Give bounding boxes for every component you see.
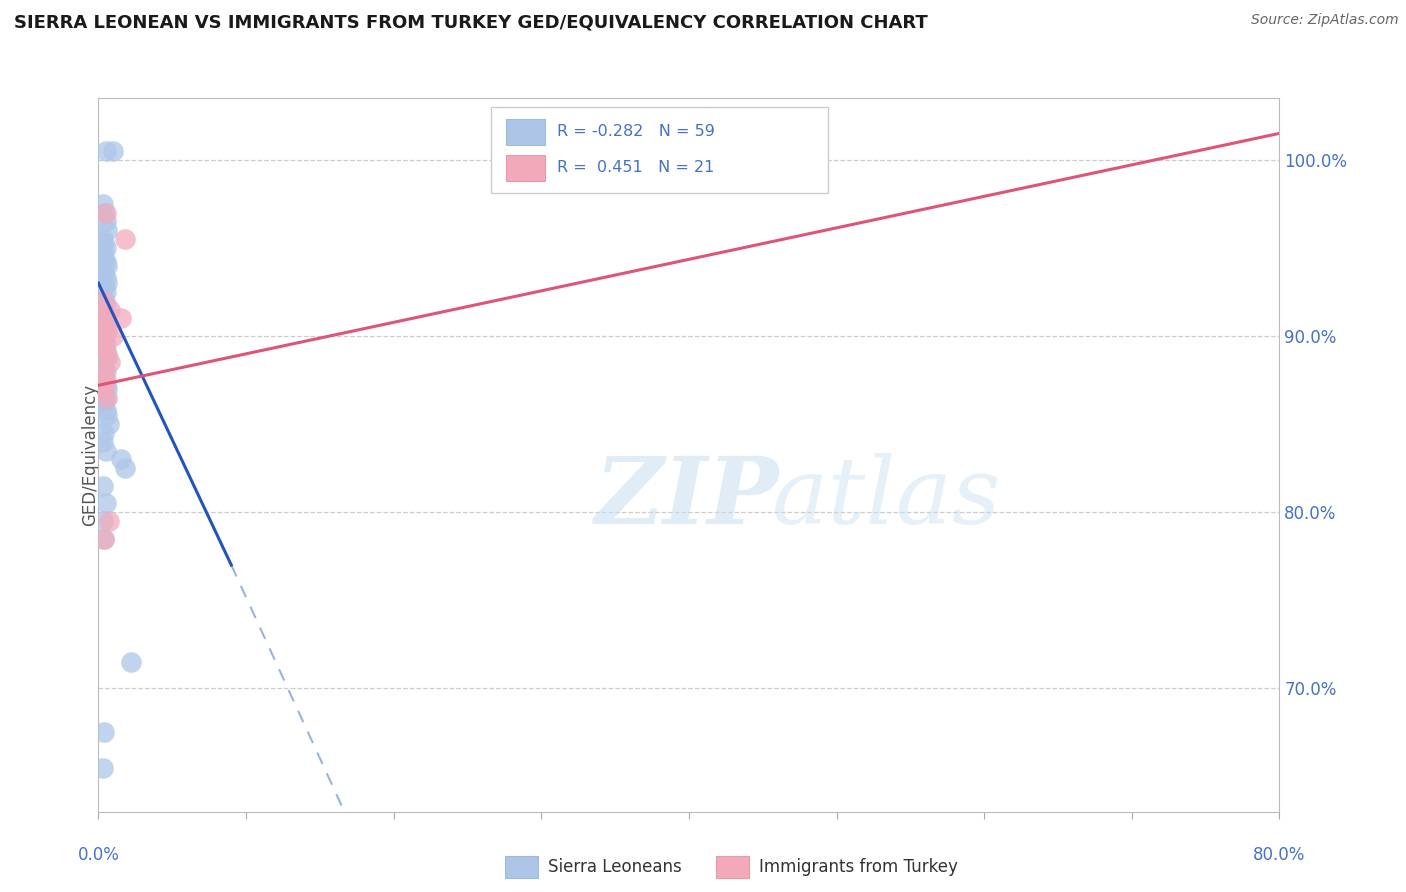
Point — [94, 311, 117, 326]
Point — [93, 279, 115, 293]
Point — [93, 302, 115, 317]
Text: R =  0.451   N = 21: R = 0.451 N = 21 — [557, 161, 714, 176]
Point — [94, 297, 117, 311]
Text: R = -0.282   N = 59: R = -0.282 N = 59 — [557, 124, 714, 139]
Point — [91, 373, 114, 387]
Point — [94, 214, 117, 228]
Point — [678, 127, 700, 141]
Point — [91, 382, 114, 396]
Text: 0.0%: 0.0% — [77, 846, 120, 863]
Point — [94, 378, 117, 392]
Point — [114, 461, 136, 475]
Point — [91, 315, 114, 329]
Point — [96, 350, 118, 364]
Point — [93, 268, 115, 282]
Point — [94, 496, 117, 510]
Point — [94, 320, 117, 334]
Point — [94, 255, 117, 269]
Point — [91, 262, 114, 277]
Point — [94, 346, 117, 360]
Point — [94, 391, 117, 405]
Point — [93, 725, 115, 739]
Point — [93, 368, 115, 382]
Point — [120, 655, 142, 669]
Point — [93, 532, 115, 546]
Point — [94, 285, 117, 299]
Point — [93, 338, 115, 352]
Point — [93, 425, 115, 440]
Point — [110, 311, 132, 326]
Point — [91, 232, 114, 246]
Text: ZIP: ZIP — [595, 453, 779, 542]
Point — [91, 302, 114, 317]
Point — [98, 355, 121, 369]
Text: Source: ZipAtlas.com: Source: ZipAtlas.com — [1251, 13, 1399, 28]
Point — [96, 223, 118, 237]
Point — [103, 329, 125, 343]
Point — [94, 443, 117, 458]
Point — [91, 244, 114, 259]
Text: atlas: atlas — [772, 453, 1001, 542]
Point — [96, 276, 118, 290]
Point — [96, 326, 118, 340]
Point — [91, 434, 114, 449]
Point — [93, 360, 115, 375]
Point — [93, 341, 115, 355]
Point — [94, 324, 117, 338]
Point — [91, 293, 114, 308]
Point — [96, 259, 118, 273]
Point — [91, 761, 114, 775]
Point — [94, 241, 117, 255]
Text: Sierra Leoneans: Sierra Leoneans — [548, 858, 682, 876]
Point — [96, 409, 118, 423]
Point — [114, 232, 136, 246]
Point — [110, 452, 132, 467]
Point — [93, 308, 115, 322]
Text: Immigrants from Turkey: Immigrants from Turkey — [759, 858, 957, 876]
Point — [93, 391, 115, 405]
Point — [91, 290, 114, 304]
Point — [93, 293, 115, 308]
Point — [96, 346, 118, 360]
Point — [93, 320, 115, 334]
Point — [93, 250, 115, 264]
Point — [91, 338, 114, 352]
Point — [91, 479, 114, 493]
Point — [91, 329, 114, 343]
Text: SIERRA LEONEAN VS IMMIGRANTS FROM TURKEY GED/EQUIVALENCY CORRELATION CHART: SIERRA LEONEAN VS IMMIGRANTS FROM TURKEY… — [14, 13, 928, 31]
Point — [97, 514, 120, 528]
Point — [96, 382, 118, 396]
Point — [94, 364, 117, 378]
Point — [93, 333, 115, 347]
Point — [94, 205, 117, 219]
Point — [98, 302, 121, 317]
Point — [93, 364, 115, 378]
Point — [91, 197, 114, 211]
Point — [93, 205, 115, 219]
Point — [94, 403, 117, 417]
Point — [94, 144, 117, 158]
Point — [96, 391, 118, 405]
Point — [97, 417, 120, 431]
Point — [94, 270, 117, 285]
Point — [94, 315, 117, 329]
Text: 80.0%: 80.0% — [1253, 846, 1306, 863]
Point — [91, 396, 114, 410]
Point — [94, 373, 117, 387]
Y-axis label: GED/Equivalency: GED/Equivalency — [82, 384, 98, 526]
Point — [91, 514, 114, 528]
Point — [94, 338, 117, 352]
Point — [93, 532, 115, 546]
Point — [93, 235, 115, 250]
Point — [91, 355, 114, 369]
Point — [103, 144, 125, 158]
